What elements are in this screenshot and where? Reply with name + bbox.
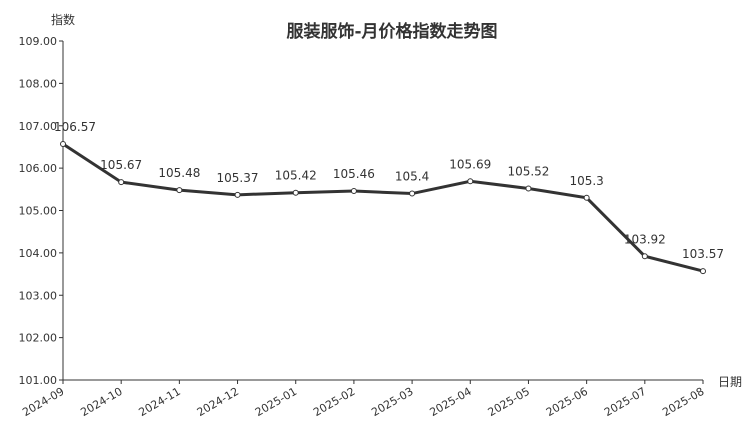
y-tick-label: 106.00 [19,162,58,175]
y-tick-label: 108.00 [19,77,58,90]
data-label: 105.46 [333,167,375,181]
point [118,179,125,186]
x-tick-label: 2024-12 [195,385,241,419]
y-tick-label: 103.00 [19,289,58,302]
point [60,140,66,147]
x-axis-label: 日期 [718,375,742,389]
x-tick-label: 2025-08 [660,385,706,419]
x-tick-label: 2025-05 [486,385,532,419]
data-label: 105.3 [569,174,603,188]
point [467,178,474,185]
data-label: 105.42 [275,169,317,183]
data-label: 105.37 [217,171,259,185]
x-tick-label: 2025-01 [253,385,299,419]
chart-title: 服装服饰-月价格指数走势图 [286,21,497,42]
x-tick-label: 2024-09 [20,385,66,419]
data-label: 105.52 [507,164,549,178]
point [292,189,299,196]
x-tick-label: 2025-02 [311,385,357,419]
point [583,194,590,201]
y-axis-label: 指数 [51,12,75,27]
data-label: 105.67 [100,158,142,172]
x-tick-label: 2025-06 [544,385,590,419]
data-label: 103.57 [682,247,724,261]
data-label: 105.48 [158,166,200,180]
point [234,191,241,198]
y-tick-label: 109.00 [19,35,58,48]
x-tick-label: 2025-07 [602,385,648,419]
x-tick-label: 2025-04 [427,385,473,419]
y-tick-label: 107.00 [19,120,58,133]
point [700,268,706,275]
point [409,190,416,197]
data-label: 105.4 [395,170,429,184]
data-label: 105.69 [449,157,491,171]
x-tick-label: 2024-10 [78,385,124,419]
x-tick-label: 2024-11 [137,385,183,419]
data-label: 106.57 [54,120,96,134]
data-label: 103.92 [624,232,666,246]
point [350,188,357,195]
y-tick-label: 102.00 [19,332,58,345]
y-tick-label: 101.00 [19,374,58,387]
point [525,185,532,192]
line [62,142,704,273]
y-tick-label: 104.00 [19,247,58,260]
y-tick-label: 105.00 [19,205,58,218]
x-tick-label: 2025-03 [369,385,415,419]
point [176,187,183,194]
point [641,253,648,260]
